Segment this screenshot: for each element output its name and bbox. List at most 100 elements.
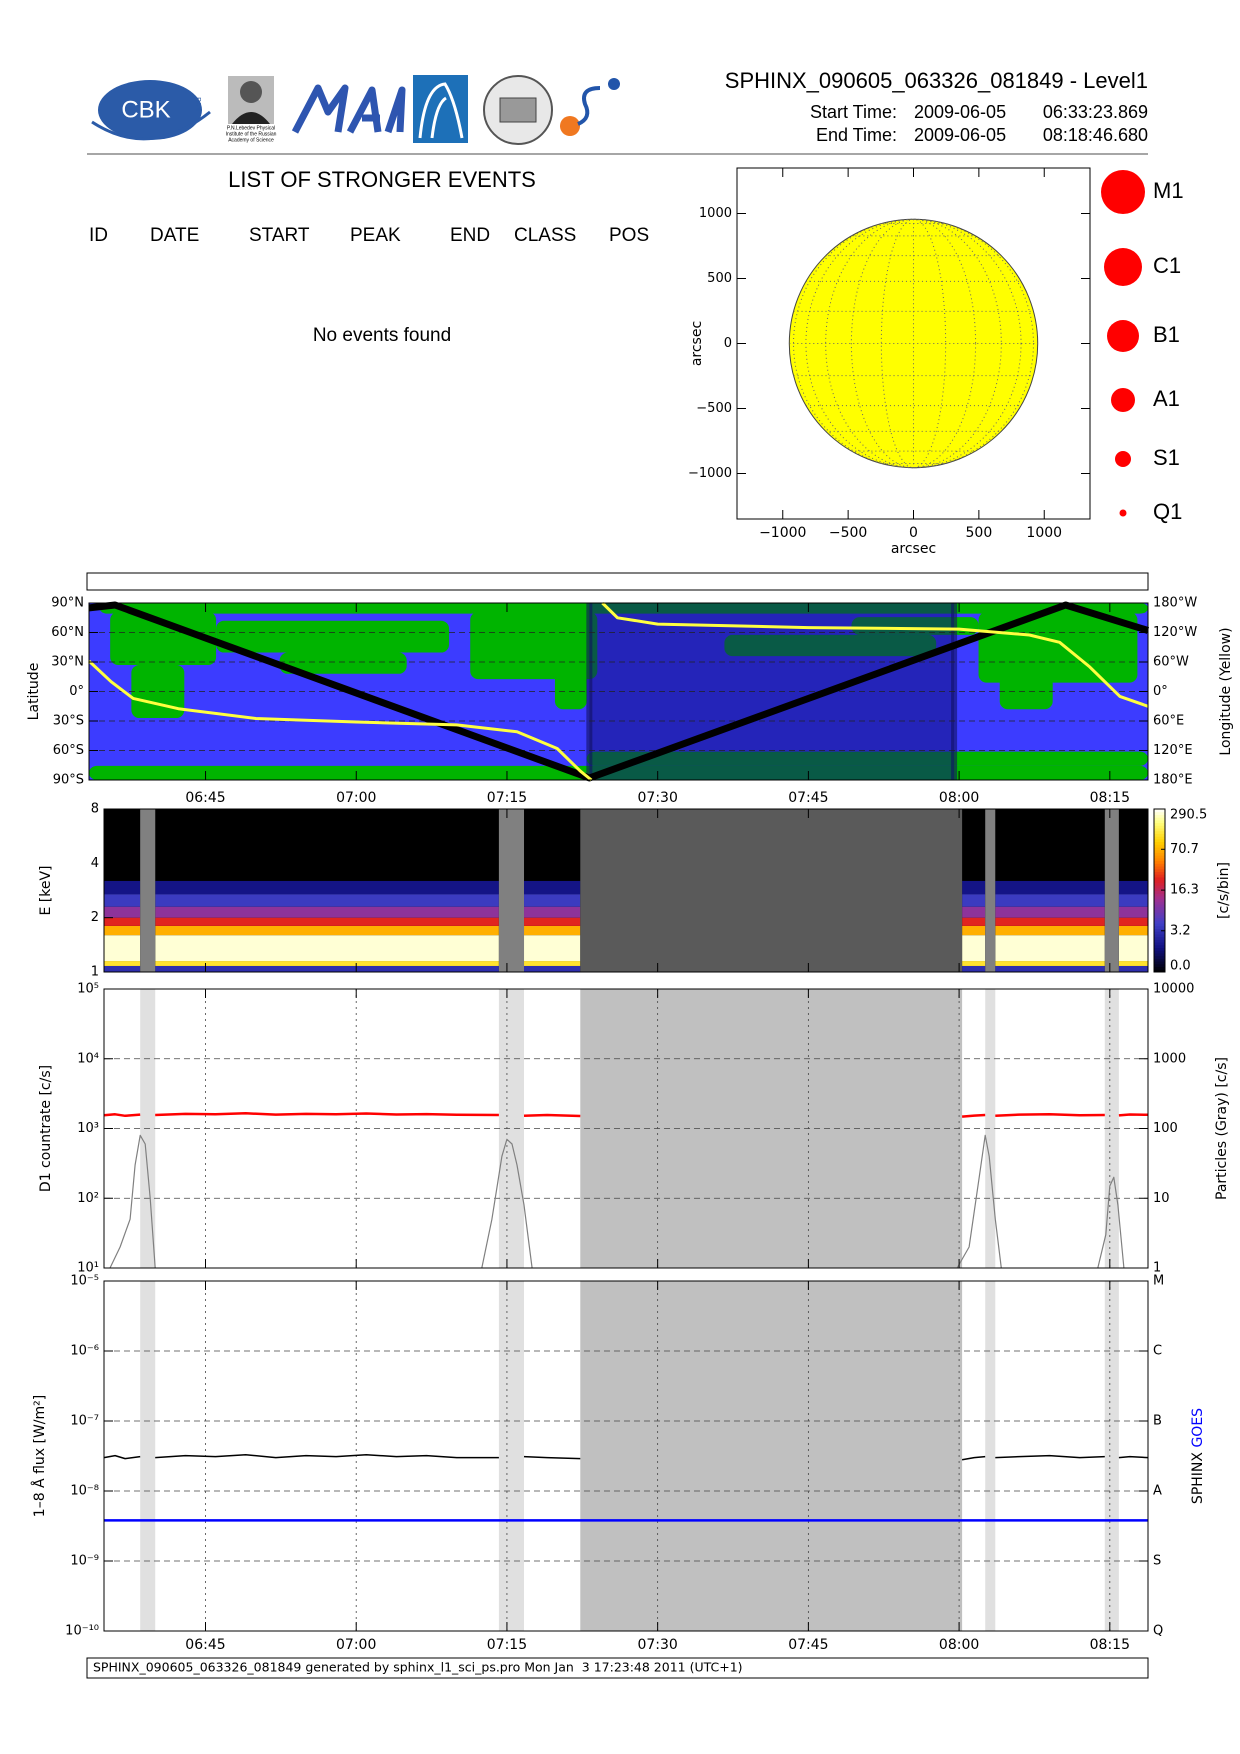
x-tick-label: 08:15	[1090, 790, 1130, 806]
colorbar-cell	[1154, 852, 1165, 856]
y-axis-label: D1 countrate [c/s]	[38, 1065, 54, 1192]
y-axis-label: Latitude	[26, 663, 42, 721]
data-gap	[985, 1281, 996, 1631]
colorbar-cell	[1154, 909, 1165, 913]
data-gap	[498, 989, 525, 1268]
legend-label: A1	[1153, 386, 1180, 411]
y-tick-label: 60°N	[51, 625, 84, 640]
colorbar-cell	[1154, 814, 1165, 818]
legend-label: SPHINX	[1190, 1452, 1206, 1504]
y-tick-label: 10³	[77, 1121, 99, 1136]
spectrum-band	[524, 880, 581, 895]
spectrum-band	[995, 925, 1105, 936]
land	[131, 664, 185, 719]
footer-text: SPHINX_090605_063326_081849 generated by…	[93, 1660, 743, 1675]
y2-tick-label: 60°E	[1153, 714, 1184, 729]
shaded-interval	[580, 1281, 963, 1631]
spectrum-band	[995, 809, 1105, 881]
data-line	[103, 1112, 1149, 1118]
spectrum-band	[524, 917, 581, 926]
mian-logo	[291, 84, 406, 134]
colorbar-tick-label: 70.7	[1170, 842, 1199, 857]
colorbar-cell	[1154, 871, 1165, 875]
y-tick-label: 500	[707, 271, 732, 286]
x-tick-label: 08:15	[1090, 1637, 1130, 1653]
colorbar-cell	[1154, 936, 1165, 940]
spectrum-band	[155, 906, 499, 918]
colorbar-cell	[1154, 920, 1165, 924]
colorbar-cell	[1154, 836, 1165, 840]
plot-frame	[103, 808, 1149, 973]
end-label: End Time:	[816, 125, 897, 145]
end-date: 2009-06-05	[914, 125, 1006, 145]
spectrum-band	[995, 965, 1105, 972]
spectrum-band	[1118, 935, 1148, 962]
spectrum-band	[524, 961, 581, 966]
spectrum-band	[524, 894, 581, 907]
spectrum-band	[962, 917, 986, 926]
x-tick-label: 06:45	[185, 1637, 225, 1653]
y-tick-label: 10¹	[77, 1261, 99, 1276]
report-title: SPHINX_090605_063326_081849 - Level1	[725, 68, 1148, 93]
land	[279, 652, 407, 674]
legend-swatch	[1111, 388, 1135, 412]
seal-building	[499, 97, 537, 123]
y-tick-label: −1000	[688, 466, 732, 481]
y2-tick-label: 1000	[1153, 1051, 1186, 1066]
spectrum-band	[524, 906, 581, 918]
y-tick-label: 2	[91, 910, 99, 925]
data-line	[109, 1134, 1125, 1269]
colorbar-cell	[1154, 914, 1165, 919]
events-column: ID	[89, 225, 108, 246]
y-tick-label: 30°N	[51, 655, 84, 670]
y2-tick-label: Q	[1153, 1624, 1163, 1639]
spectrum-band	[995, 894, 1105, 907]
legend-swatch	[1101, 170, 1145, 214]
x-tick-label: 07:30	[638, 790, 678, 806]
lebedev-text: P.N.Lebedev Physical	[227, 125, 275, 131]
disk-grid	[850, 218, 977, 469]
colorbar-cell	[1154, 952, 1165, 957]
start-time: 06:33:23.869	[1043, 102, 1148, 122]
y-tick-label: 10⁻⁹	[70, 1554, 99, 1569]
colorbar-cell	[1154, 849, 1165, 853]
x-tick-label: −1000	[759, 525, 806, 541]
y-tick-label: 1000	[699, 206, 732, 221]
colorbar-tick-label: 3.2	[1170, 923, 1191, 938]
y-tick-label: 10⁻⁸	[70, 1484, 99, 1499]
colorbar-cell	[1154, 822, 1165, 826]
plot-frame	[103, 1280, 1149, 1632]
y2-axis-label: Longitude (Yellow)	[1218, 627, 1234, 755]
events-message: No events found	[313, 325, 451, 346]
end-time: 08:18:46.680	[1043, 125, 1148, 145]
spectrum-band	[155, 965, 499, 972]
land	[554, 664, 587, 710]
colorbar-cell	[1154, 811, 1165, 815]
spectrum-band	[1118, 961, 1148, 966]
lebedev-text: Institute of the Russian	[226, 131, 277, 137]
data-gap	[140, 809, 156, 972]
legend-swatch	[1107, 320, 1139, 352]
colorbar-cell	[1154, 847, 1165, 851]
start-label: Start Time:	[810, 102, 897, 122]
colorbar-cell	[1154, 885, 1165, 889]
y2-tick-label: B	[1153, 1414, 1162, 1429]
colorbar-cell	[1154, 868, 1165, 872]
x-tick-label: 07:00	[336, 1637, 376, 1653]
spectrum-band	[524, 809, 581, 881]
spectrum-band	[155, 809, 499, 881]
colorbar-cell	[1154, 890, 1165, 894]
cbk-logo	[98, 80, 202, 140]
y-tick-label: 10⁻⁵	[70, 1274, 99, 1289]
colorbar-cell	[1154, 898, 1165, 902]
y-tick-label: 10²	[77, 1191, 99, 1206]
cbk-subtext: PAN	[194, 97, 201, 111]
colorbar-cell	[1154, 828, 1165, 832]
y-tick-label: 10⁻⁶	[70, 1344, 99, 1359]
colorbar-cell	[1154, 879, 1165, 883]
legend-label: C1	[1153, 253, 1181, 278]
spectrum-band	[995, 906, 1105, 918]
colorbar-cell	[1154, 925, 1165, 930]
events-column: START	[249, 225, 310, 246]
land	[216, 620, 450, 653]
